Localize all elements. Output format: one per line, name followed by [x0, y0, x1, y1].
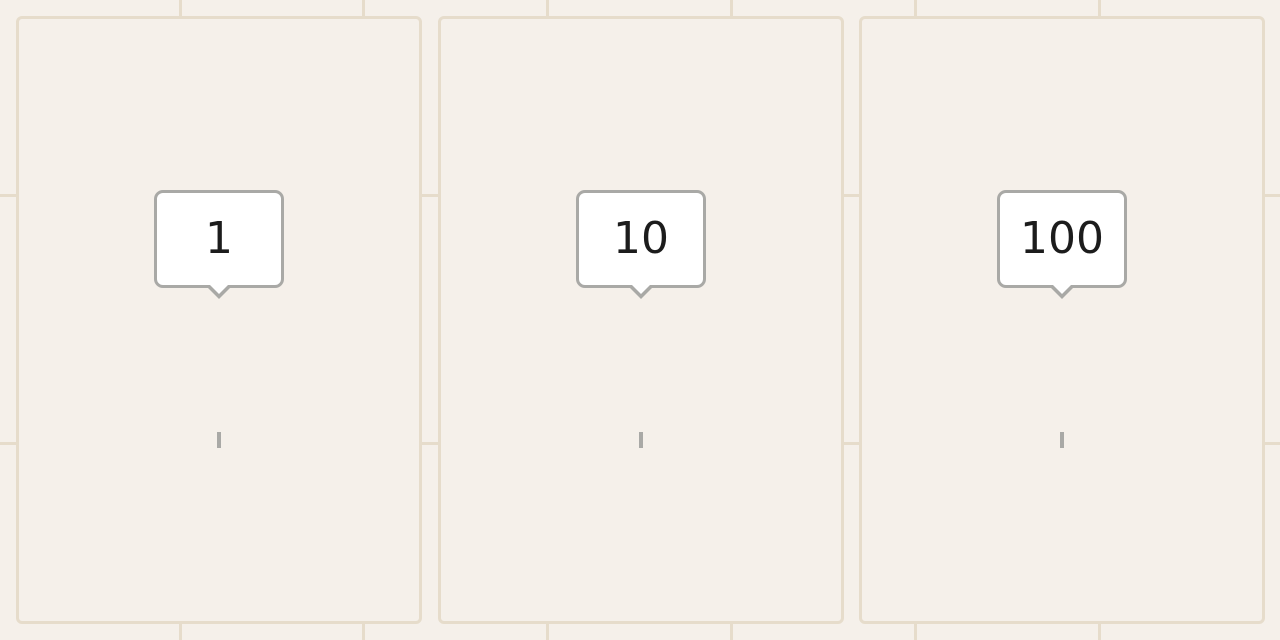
- slider-thumb-marker[interactable]: [1060, 432, 1064, 448]
- panel-1: 1: [16, 16, 422, 624]
- tooltip-value: 10: [613, 213, 669, 264]
- tooltip-value: 100: [1020, 213, 1104, 264]
- slider-thumb-marker[interactable]: [217, 432, 221, 448]
- value-tooltip: 100: [997, 190, 1127, 299]
- tooltip-value: 1: [205, 213, 233, 264]
- panel-2: 10: [438, 16, 844, 624]
- value-tooltip: 10: [576, 190, 706, 299]
- slider-thumb-marker[interactable]: [639, 432, 643, 448]
- tooltip-pointer: [628, 285, 654, 299]
- panel-3: 100: [859, 16, 1265, 624]
- tooltip-pointer: [206, 285, 232, 299]
- tooltip-pointer: [1049, 285, 1075, 299]
- value-tooltip: 1: [154, 190, 284, 299]
